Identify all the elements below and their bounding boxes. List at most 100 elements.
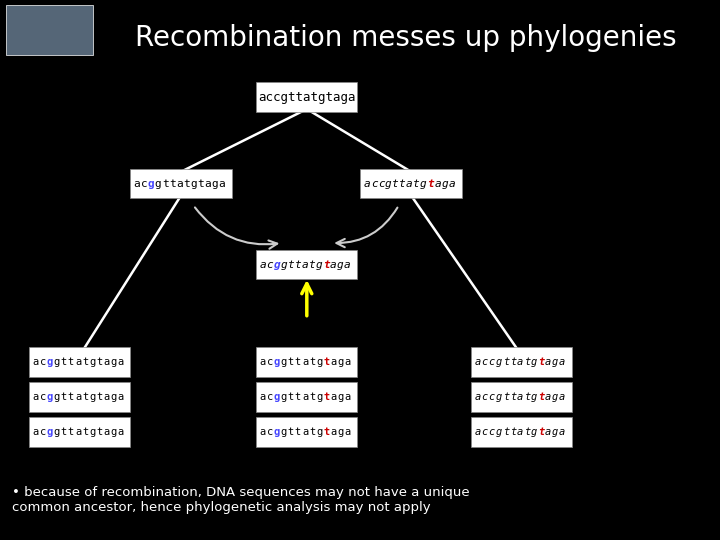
Text: t: t: [413, 179, 420, 188]
Text: a: a: [330, 392, 336, 402]
Text: g: g: [385, 179, 392, 188]
Text: a: a: [559, 427, 565, 437]
Text: a: a: [260, 392, 266, 402]
Text: a: a: [134, 179, 140, 188]
Text: t: t: [309, 260, 315, 269]
Text: g: g: [552, 357, 558, 367]
Text: a: a: [344, 392, 351, 402]
Text: t: t: [96, 427, 102, 437]
Text: accgttatgtaga: accgttatgtaga: [258, 91, 356, 104]
FancyBboxPatch shape: [256, 249, 357, 280]
Text: t: t: [309, 392, 315, 402]
Text: a: a: [517, 392, 523, 402]
FancyBboxPatch shape: [29, 382, 130, 411]
Text: t: t: [197, 179, 204, 188]
Text: t: t: [96, 392, 102, 402]
Text: g: g: [337, 392, 343, 402]
Text: c: c: [266, 357, 273, 367]
Text: g: g: [54, 392, 60, 402]
Text: g: g: [316, 427, 323, 437]
Text: c: c: [266, 427, 273, 437]
Text: c: c: [40, 392, 46, 402]
Text: t: t: [503, 392, 509, 402]
Text: c: c: [40, 427, 46, 437]
Text: g: g: [420, 179, 427, 188]
Text: a: a: [302, 392, 308, 402]
Text: g: g: [531, 392, 537, 402]
Text: g: g: [54, 427, 60, 437]
Text: g: g: [89, 427, 95, 437]
Text: t: t: [523, 357, 530, 367]
Text: a: a: [545, 392, 551, 402]
Text: a: a: [559, 357, 565, 367]
Text: a: a: [32, 392, 39, 402]
Text: t: t: [60, 357, 67, 367]
Text: a: a: [517, 357, 523, 367]
Text: g: g: [531, 427, 537, 437]
Text: a: a: [176, 179, 183, 188]
Text: t: t: [309, 357, 315, 367]
Text: t: t: [68, 392, 74, 402]
Text: t: t: [538, 427, 544, 437]
Text: g: g: [337, 260, 343, 269]
Text: g: g: [110, 427, 117, 437]
Text: c: c: [482, 357, 487, 367]
Text: t: t: [162, 179, 168, 188]
FancyBboxPatch shape: [471, 382, 572, 411]
Text: g: g: [495, 357, 502, 367]
Text: g: g: [281, 357, 287, 367]
Text: a: a: [559, 392, 565, 402]
Text: c: c: [266, 260, 273, 269]
Text: t: t: [538, 392, 544, 402]
Text: a: a: [259, 260, 266, 269]
Text: g: g: [316, 260, 323, 269]
Text: c: c: [488, 357, 495, 367]
Text: t: t: [427, 179, 434, 188]
Text: a: a: [330, 357, 336, 367]
Text: a: a: [406, 179, 413, 188]
Text: a: a: [474, 392, 481, 402]
Text: a: a: [545, 427, 551, 437]
Text: c: c: [482, 427, 487, 437]
Text: t: t: [183, 179, 189, 188]
Text: c: c: [488, 392, 495, 402]
Text: g: g: [495, 392, 502, 402]
Text: g: g: [47, 427, 53, 437]
Text: t: t: [287, 260, 294, 269]
Text: t: t: [523, 427, 530, 437]
Text: t: t: [523, 392, 530, 402]
Text: g: g: [110, 357, 117, 367]
Text: a: a: [260, 357, 266, 367]
Text: t: t: [295, 427, 301, 437]
Text: a: a: [103, 392, 109, 402]
Text: a: a: [260, 427, 266, 437]
Text: t: t: [392, 179, 399, 188]
Text: g: g: [274, 357, 280, 367]
Text: a: a: [32, 357, 39, 367]
Text: a: a: [434, 179, 441, 188]
Text: a: a: [204, 179, 211, 188]
Text: a: a: [75, 392, 81, 402]
Text: g: g: [211, 179, 218, 188]
Text: c: c: [140, 179, 148, 188]
Text: g: g: [281, 392, 287, 402]
Text: t: t: [168, 179, 176, 188]
Text: g: g: [281, 260, 287, 269]
Text: t: t: [510, 392, 516, 402]
Text: t: t: [82, 392, 88, 402]
Text: a: a: [330, 427, 336, 437]
FancyBboxPatch shape: [361, 168, 462, 198]
Text: g: g: [274, 260, 280, 269]
Text: t: t: [295, 357, 301, 367]
Text: g: g: [47, 357, 53, 367]
Text: a: a: [302, 357, 308, 367]
Text: g: g: [441, 179, 448, 188]
Text: t: t: [323, 392, 329, 402]
FancyBboxPatch shape: [471, 417, 572, 447]
Text: a: a: [117, 427, 123, 437]
FancyBboxPatch shape: [29, 417, 130, 447]
Text: g: g: [274, 392, 280, 402]
FancyBboxPatch shape: [256, 82, 357, 112]
Text: a: a: [344, 260, 351, 269]
FancyBboxPatch shape: [130, 168, 232, 198]
